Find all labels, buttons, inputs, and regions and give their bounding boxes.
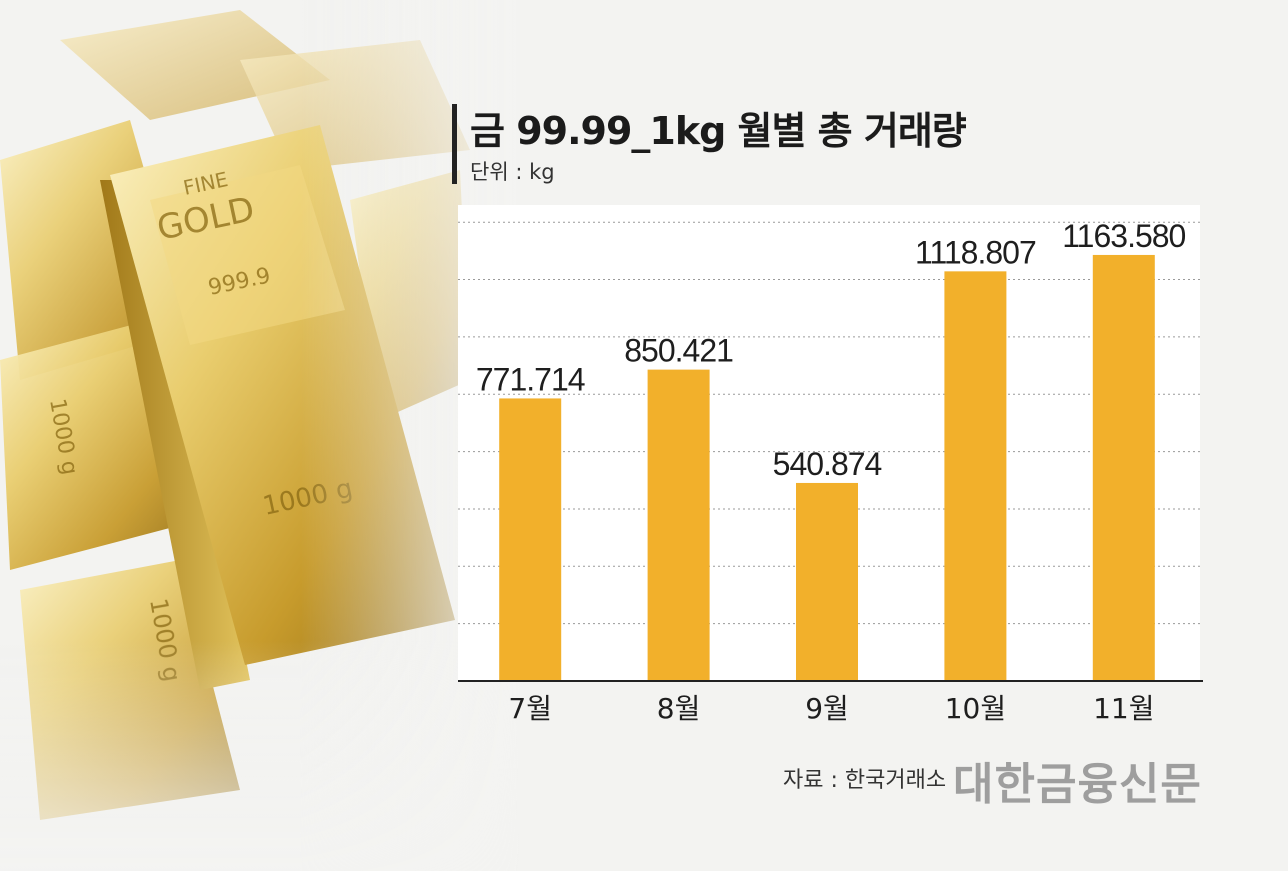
gold-bar-main-top <box>150 165 345 345</box>
unit-label: 단위 : kg <box>470 160 555 184</box>
chart-x-labels: 7월 8월 9월 10월 11월 <box>508 692 1154 725</box>
gold-bar-main-side <box>100 180 250 690</box>
source-note: 자료 : 한국거래소 <box>783 768 947 793</box>
value-label-1: 771.714 <box>476 361 585 397</box>
brand-logo-text: 대한금융신문 <box>953 759 1202 810</box>
x-tick-label-4: 10월 <box>945 692 1006 725</box>
bar-4 <box>944 271 1007 681</box>
bar-5 <box>1092 254 1155 681</box>
x-tick-label-2: 8월 <box>657 692 701 725</box>
value-label-5: 1163.580 <box>1062 218 1185 254</box>
bar-1 <box>499 398 562 681</box>
bar-2 <box>647 369 710 681</box>
value-label-2: 850.421 <box>624 333 733 369</box>
title-accent-bar <box>452 104 457 184</box>
x-tick-label-3: 9월 <box>805 692 849 725</box>
illustration-fade-bottom <box>0 640 520 871</box>
bar-3 <box>796 482 858 681</box>
value-label-3: 540.874 <box>773 446 882 482</box>
gold-bars-illustration: FINE GOLD 999.9 1000 g 1000 g 1000 g <box>0 0 520 871</box>
chart-title: 금 99.99_1kg 월별 총 거래량 <box>470 109 967 153</box>
x-tick-label-5: 11월 <box>1093 692 1154 725</box>
chart-bars <box>499 254 1155 681</box>
value-label-4: 1118.807 <box>915 234 1036 270</box>
chart-value-labels: 771.714 850.421 540.874 1118.807 1163.580 <box>476 218 1187 482</box>
x-tick-label-1: 7월 <box>508 692 552 725</box>
